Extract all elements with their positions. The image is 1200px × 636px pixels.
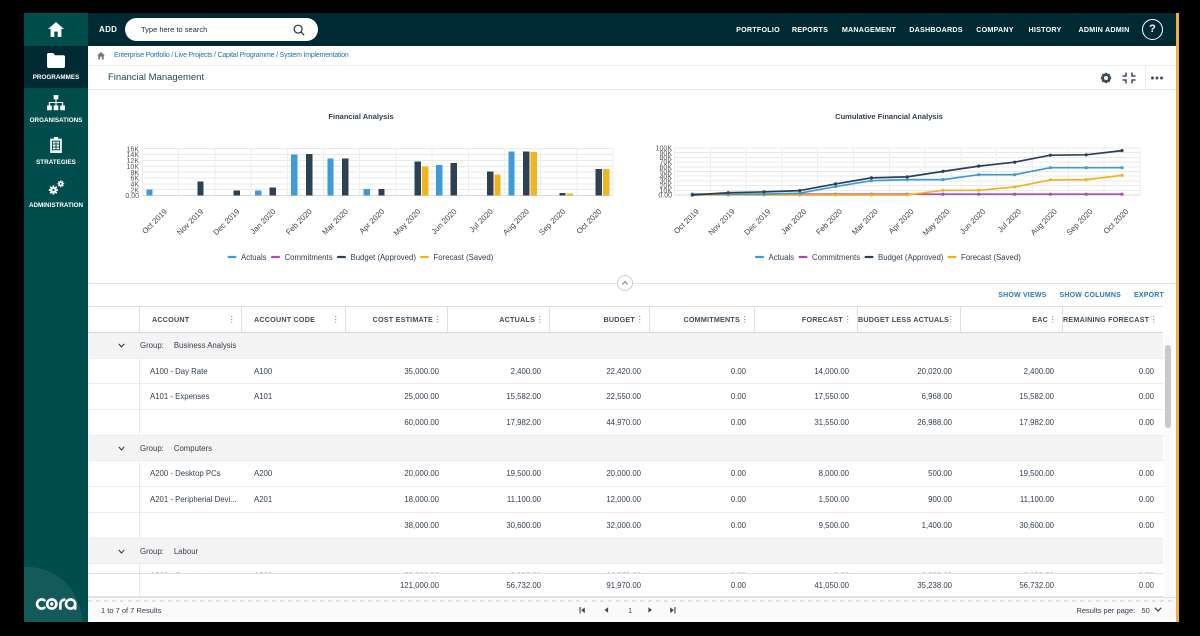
svg-text:Jul 2020: Jul 2020 xyxy=(468,207,496,235)
svg-text:Aug 2020: Aug 2020 xyxy=(501,207,531,237)
svg-text:0.00: 0.00 xyxy=(658,193,672,200)
svg-text:Apr 2020: Apr 2020 xyxy=(357,207,386,236)
svg-text:40K: 40K xyxy=(660,174,673,181)
svg-text:Nov 2019: Nov 2019 xyxy=(175,207,205,237)
svg-text:10K: 10K xyxy=(127,164,140,171)
svg-text:Commitments: Commitments xyxy=(285,253,333,262)
svg-text:Mar 2020: Mar 2020 xyxy=(320,207,350,237)
svg-text:100K: 100K xyxy=(656,146,673,153)
svg-text:Feb 2020: Feb 2020 xyxy=(284,207,314,237)
svg-text:Commitments: Commitments xyxy=(812,253,860,262)
svg-text:Oct 2019: Oct 2019 xyxy=(140,207,169,236)
svg-text:Oct 2019: Oct 2019 xyxy=(672,207,701,236)
svg-text:0.00: 0.00 xyxy=(125,193,139,200)
svg-text:Apr 2020: Apr 2020 xyxy=(887,207,916,236)
svg-text:Jun 2020: Jun 2020 xyxy=(430,207,460,237)
svg-text:6K: 6K xyxy=(130,176,139,183)
svg-text:8K: 8K xyxy=(130,170,139,177)
svg-text:70K: 70K xyxy=(660,160,673,167)
svg-text:Aug 2020: Aug 2020 xyxy=(1029,207,1059,237)
svg-text:Financial Analysis: Financial Analysis xyxy=(328,112,393,121)
svg-text:Jan 2020: Jan 2020 xyxy=(779,207,809,237)
svg-text:20K: 20K xyxy=(660,183,673,190)
svg-text:May 2020: May 2020 xyxy=(392,207,423,238)
svg-text:Actuals: Actuals xyxy=(241,253,267,262)
svg-text:80K: 80K xyxy=(660,155,673,162)
svg-text:Jan 2020: Jan 2020 xyxy=(249,207,279,237)
svg-text:4K: 4K xyxy=(130,182,139,189)
svg-text:50K: 50K xyxy=(660,169,673,176)
svg-text:Forecast (Saved): Forecast (Saved) xyxy=(434,253,494,262)
svg-text:Nov 2019: Nov 2019 xyxy=(707,207,737,237)
svg-text:Forecast (Saved): Forecast (Saved) xyxy=(961,253,1021,262)
svg-text:14K: 14K xyxy=(127,152,140,159)
svg-text:90K: 90K xyxy=(660,150,673,157)
svg-text:Cumulative Financial Analysis: Cumulative Financial Analysis xyxy=(835,112,943,121)
svg-text:10K: 10K xyxy=(660,188,673,195)
svg-text:Mar 2020: Mar 2020 xyxy=(850,207,880,237)
svg-text:2K: 2K xyxy=(130,187,139,194)
svg-text:60K: 60K xyxy=(660,164,673,171)
svg-text:12K: 12K xyxy=(127,158,140,165)
svg-text:Dec 2019: Dec 2019 xyxy=(211,207,241,237)
svg-text:Actuals: Actuals xyxy=(769,253,795,262)
svg-text:16K: 16K xyxy=(127,146,140,153)
svg-text:Dec 2019: Dec 2019 xyxy=(742,207,772,237)
svg-text:Budget (Approved): Budget (Approved) xyxy=(351,253,417,262)
svg-text:Sep 2020: Sep 2020 xyxy=(537,207,567,237)
svg-text:May 2020: May 2020 xyxy=(921,207,952,238)
svg-text:30K: 30K xyxy=(660,179,673,186)
svg-text:Oct 2020: Oct 2020 xyxy=(1102,207,1131,236)
svg-text:Feb 2020: Feb 2020 xyxy=(814,207,844,237)
svg-text:Oct 2020: Oct 2020 xyxy=(575,207,604,236)
svg-text:Budget (Approved): Budget (Approved) xyxy=(878,253,944,262)
svg-text:Jul 2020: Jul 2020 xyxy=(996,207,1024,235)
svg-text:Sep 2020: Sep 2020 xyxy=(1065,207,1095,237)
svg-text:Jun 2020: Jun 2020 xyxy=(958,207,988,237)
